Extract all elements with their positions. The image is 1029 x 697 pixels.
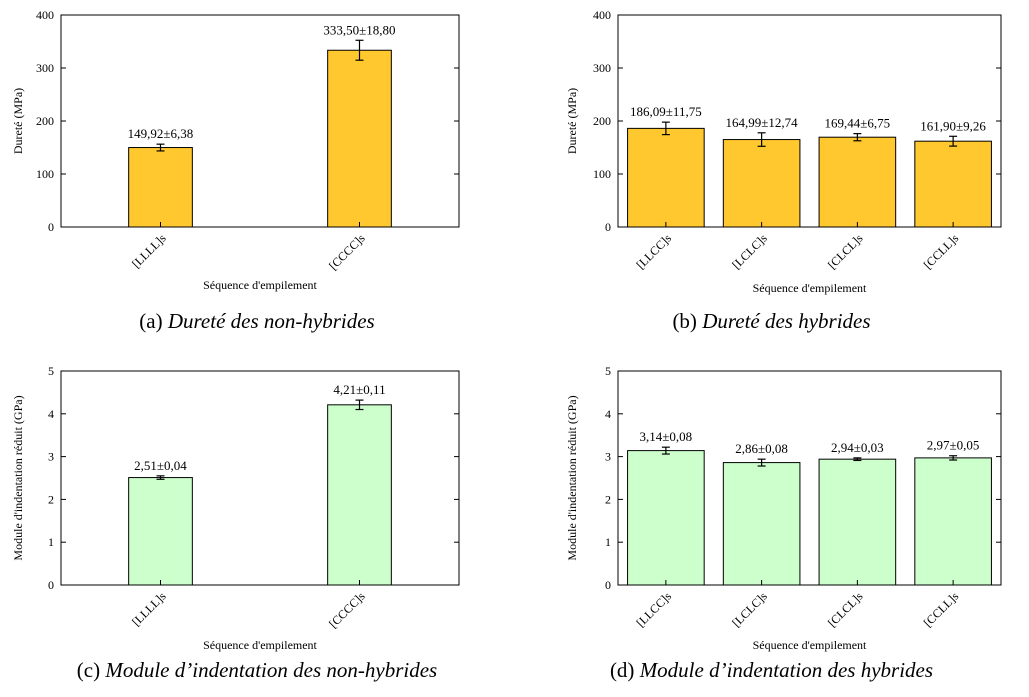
- caption-letter: (d): [609, 658, 635, 682]
- chart-panel-d: 0 1 2 3 4 5 Module d'indentation réduit (GPa) S…: [514, 352, 1029, 697]
- data-label: 149,92±6,38: [128, 126, 194, 141]
- y-tick-label: 0: [605, 220, 611, 234]
- data-label: 2,86±0,08: [735, 441, 788, 456]
- caption-letter: (c): [76, 658, 101, 682]
- y-tick-label: 0: [605, 578, 611, 592]
- y-axis-label: Dureté (MPa): [565, 88, 579, 154]
- x-axis-label: Séquence d'empilement: [753, 638, 867, 652]
- caption-d: (d) Module d’indentation des hybrides: [514, 658, 1029, 683]
- caption-a: (a) Dureté des non-hybrides: [0, 309, 514, 334]
- y-tick-label: 4: [605, 407, 611, 421]
- data-label: 333,50±18,80: [323, 22, 395, 37]
- bar: [818, 136, 897, 228]
- bar: [914, 457, 992, 586]
- y-tick-label: 4: [48, 407, 54, 421]
- y-tick-label: 100: [36, 167, 54, 181]
- data-label: 4,21±0,11: [333, 382, 385, 397]
- bar: [128, 147, 193, 228]
- chart-a: 0 100 200 300 400 Dureté (MPa) Séquence d'empi…: [11, 8, 460, 292]
- bar: [818, 458, 897, 586]
- caption-title: Module d’indentation des hybrides: [639, 658, 934, 682]
- data-label: 169,44±6,75: [825, 116, 891, 131]
- caption-title: Dureté des hybrides: [702, 309, 871, 333]
- x-tick-label: [CLCL]s: [825, 589, 866, 630]
- caption-title: Module d’indentation des non-hybrides: [105, 658, 438, 682]
- x-tick-label: [LLLL]s: [129, 589, 169, 629]
- y-tick-label: 2: [48, 492, 54, 506]
- y-tick-label: 200: [36, 114, 54, 128]
- bar: [722, 462, 801, 586]
- plot-frame: [60, 370, 460, 586]
- bar: [722, 139, 801, 228]
- y-tick-label: 400: [593, 8, 611, 22]
- data-label: 2,94±0,03: [831, 440, 884, 455]
- bar: [627, 450, 705, 586]
- bar: [327, 404, 392, 586]
- x-axis-label: Séquence d'empilement: [753, 281, 867, 295]
- x-tick-label: [CCCC]s: [326, 231, 368, 273]
- data-label: 164,99±12,74: [726, 115, 799, 130]
- y-tick-label: 2: [605, 492, 611, 506]
- caption-b: (b) Dureté des hybrides: [514, 309, 1029, 334]
- y-tick-label: 5: [48, 364, 54, 378]
- bar: [627, 127, 705, 228]
- x-axis-label: Séquence d'empilement: [203, 638, 317, 652]
- chart-c: 0 1 2 3 4 5 Module d'indentation réduit (GPa) S…: [11, 364, 460, 652]
- bar: [327, 49, 392, 228]
- y-axis-label: Module d'indentation réduit (GPa): [565, 395, 579, 560]
- x-tick-label: [LLLL]s: [129, 231, 169, 271]
- chart-panel-c: 0 1 2 3 4 5 Module d'indentation réduit (GPa) S…: [0, 352, 514, 697]
- caption-letter: (a): [139, 309, 163, 333]
- chart-panel-a: 0 100 200 300 400 Dureté (MPa) Séquence d'empi…: [0, 0, 514, 345]
- x-tick-label: [LLCC]s: [633, 589, 674, 630]
- chart-d: 0 1 2 3 4 5 Module d'indentation réduit (GPa) S…: [565, 364, 1002, 652]
- y-tick-label: 3: [605, 450, 611, 464]
- x-tick-label: [CCLL]s: [921, 231, 962, 272]
- y-tick-label: 100: [593, 167, 611, 181]
- y-tick-label: 5: [605, 364, 611, 378]
- x-tick-label: [CCLL]s: [921, 589, 962, 630]
- y-tick-label: 400: [36, 8, 54, 22]
- y-axis-label: Module d'indentation réduit (GPa): [11, 395, 25, 560]
- y-tick-label: 300: [36, 61, 54, 75]
- bar: [128, 477, 193, 586]
- caption-c: (c) Module d’indentation des non-hybride…: [0, 658, 514, 683]
- y-tick-label: 3: [48, 450, 54, 464]
- data-label: 186,09±11,75: [630, 104, 702, 119]
- y-tick-label: 0: [48, 578, 54, 592]
- plot-frame: [60, 14, 460, 228]
- plot-frame: [617, 370, 1002, 586]
- x-tick-label: [LLCC]s: [633, 231, 674, 272]
- chart-b: 0 100 200 300 400 Dureté (MPa) Séquence d'empi…: [565, 8, 1002, 295]
- y-tick-label: 0: [48, 220, 54, 234]
- x-tick-label: [LCLC]s: [729, 231, 770, 272]
- y-axis-label: Dureté (MPa): [11, 88, 25, 154]
- data-label: 161,90±9,26: [920, 118, 986, 133]
- data-label: 2,51±0,04: [134, 458, 187, 473]
- data-label: 3,14±0,08: [640, 429, 693, 444]
- x-tick-label: [CCCC]s: [326, 589, 368, 631]
- y-tick-label: 1: [605, 535, 611, 549]
- bar: [914, 140, 992, 228]
- x-tick-label: [CLCL]s: [825, 231, 866, 272]
- x-tick-label: [LCLC]s: [729, 589, 770, 630]
- y-tick-label: 1: [48, 535, 54, 549]
- y-tick-label: 300: [593, 61, 611, 75]
- data-label: 2,97±0,05: [927, 438, 980, 453]
- x-axis-label: Séquence d'empilement: [203, 278, 317, 292]
- caption-letter: (b): [672, 309, 697, 333]
- chart-panel-b: 0 100 200 300 400 Dureté (MPa) Séquence d'empi…: [514, 0, 1029, 345]
- caption-title: Dureté des non-hybrides: [167, 309, 375, 333]
- y-tick-label: 200: [593, 114, 611, 128]
